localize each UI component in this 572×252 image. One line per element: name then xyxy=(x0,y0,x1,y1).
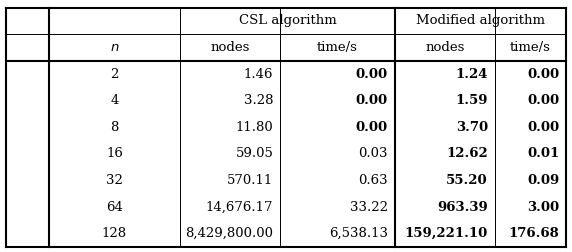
Text: 16: 16 xyxy=(106,147,123,160)
Text: 1.24: 1.24 xyxy=(455,68,488,81)
Text: 0.63: 0.63 xyxy=(358,174,388,187)
Text: 11.80: 11.80 xyxy=(236,121,273,134)
Text: 128: 128 xyxy=(102,227,127,240)
Text: 0.03: 0.03 xyxy=(358,147,388,160)
Text: $n$: $n$ xyxy=(110,41,119,54)
Text: time/s: time/s xyxy=(317,41,358,54)
Text: 8,429,800.00: 8,429,800.00 xyxy=(185,227,273,240)
Text: 8: 8 xyxy=(110,121,118,134)
Text: 0.00: 0.00 xyxy=(527,68,559,81)
Text: 3.28: 3.28 xyxy=(244,94,273,107)
Text: 963.39: 963.39 xyxy=(437,201,488,213)
Text: 0.00: 0.00 xyxy=(356,68,388,81)
Text: nodes: nodes xyxy=(210,41,250,54)
Text: 0.00: 0.00 xyxy=(527,121,559,134)
Text: Modified algorithm: Modified algorithm xyxy=(416,14,545,27)
Text: 0.00: 0.00 xyxy=(527,94,559,107)
Text: 32: 32 xyxy=(106,174,123,187)
Text: 3.00: 3.00 xyxy=(527,201,559,213)
Text: 12.62: 12.62 xyxy=(446,147,488,160)
Text: 159,221.10: 159,221.10 xyxy=(404,227,488,240)
Text: 0.01: 0.01 xyxy=(527,147,559,160)
Text: nodes: nodes xyxy=(425,41,464,54)
Text: 55.20: 55.20 xyxy=(446,174,488,187)
Text: 1.46: 1.46 xyxy=(244,68,273,81)
Text: 3.70: 3.70 xyxy=(456,121,488,134)
Text: 0.00: 0.00 xyxy=(356,94,388,107)
Text: 64: 64 xyxy=(106,201,123,213)
Text: 0.00: 0.00 xyxy=(356,121,388,134)
Text: CSL algorithm: CSL algorithm xyxy=(239,14,336,27)
Text: 14,676.17: 14,676.17 xyxy=(206,201,273,213)
Text: 1.59: 1.59 xyxy=(455,94,488,107)
Text: 176.68: 176.68 xyxy=(509,227,559,240)
Text: 0.09: 0.09 xyxy=(527,174,559,187)
Text: 59.05: 59.05 xyxy=(236,147,273,160)
Text: 33.22: 33.22 xyxy=(350,201,388,213)
Text: 4: 4 xyxy=(110,94,118,107)
Text: 6,538.13: 6,538.13 xyxy=(329,227,388,240)
Text: 2: 2 xyxy=(110,68,118,81)
Text: 570.11: 570.11 xyxy=(227,174,273,187)
Text: time/s: time/s xyxy=(510,41,551,54)
